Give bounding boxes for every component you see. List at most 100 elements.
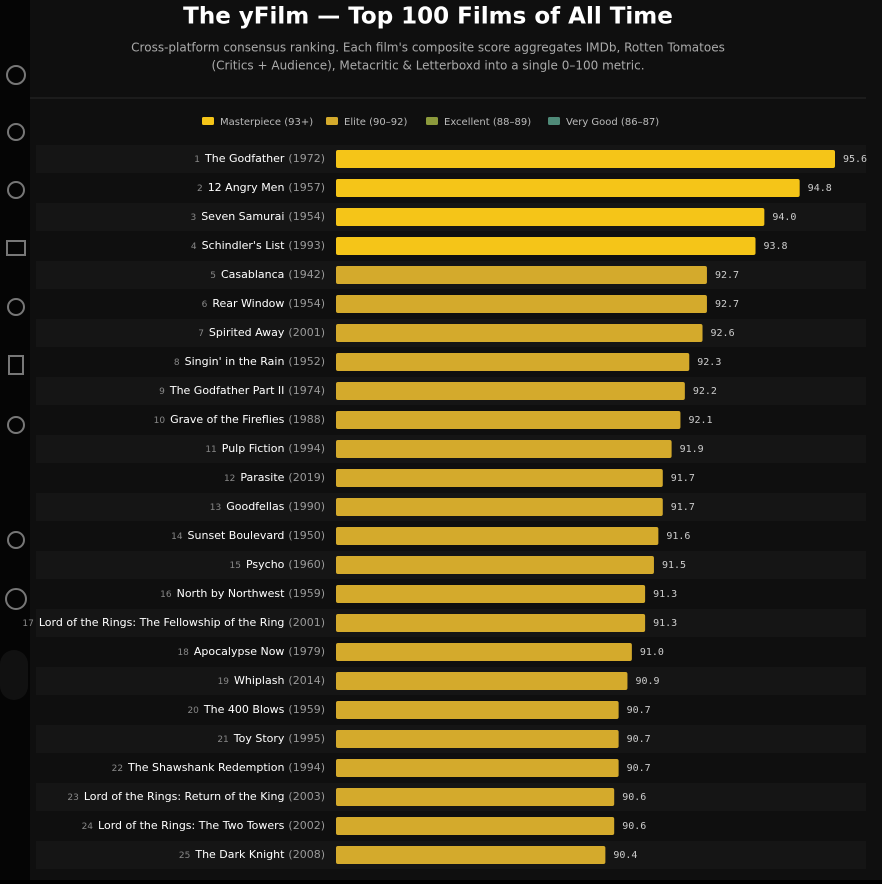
film-name: The Godfather Part II <box>169 384 285 397</box>
rank: 23 <box>67 793 78 803</box>
film-name: Singin' in the Rain <box>185 355 285 368</box>
rank: 16 <box>160 590 172 600</box>
legend-swatch <box>548 117 560 125</box>
year: (2014) <box>288 674 325 687</box>
rank: 19 <box>218 677 230 687</box>
year: (1974) <box>288 384 325 397</box>
row-label: 12 Parasite (2019) <box>224 471 325 484</box>
rank: 17 <box>22 619 33 629</box>
bar <box>336 585 646 603</box>
rank: 4 <box>191 242 197 252</box>
bar <box>336 788 615 806</box>
film-name: The 400 Blows <box>203 703 285 716</box>
legend-label: Elite (90–92) <box>344 117 407 128</box>
bar <box>336 440 672 458</box>
rank: 22 <box>112 764 123 774</box>
bar <box>336 527 659 545</box>
rank: 18 <box>177 648 189 658</box>
row-label: 15 Psycho (1960) <box>230 558 325 571</box>
value-label: 92.1 <box>688 415 712 426</box>
chart-title: The yFilm — Top 100 Films of All Time <box>183 4 673 30</box>
rank: 14 <box>171 532 183 542</box>
film-name: Spirited Away <box>209 326 285 339</box>
film-name: Rear Window <box>212 297 284 310</box>
film-name: Apocalypse Now <box>194 645 285 658</box>
rank: 7 <box>198 329 204 339</box>
value-label: 92.7 <box>715 299 739 310</box>
value-label: 91.7 <box>671 502 695 513</box>
value-label: 92.7 <box>715 270 739 281</box>
value-label: 90.7 <box>627 705 651 716</box>
film-name: Parasite <box>240 471 284 484</box>
film-name: 12 Angry Men <box>208 181 285 194</box>
row-label: 8 Singin' in the Rain (1952) <box>174 355 325 368</box>
legend-swatch <box>426 117 438 125</box>
rank: 6 <box>202 300 208 310</box>
bar <box>336 266 707 284</box>
film-name: Seven Samurai <box>201 210 284 223</box>
film-name: Pulp Fiction <box>222 442 285 455</box>
bar <box>336 614 646 632</box>
bar <box>336 208 765 226</box>
value-label: 94.0 <box>772 212 796 223</box>
row-label: 24 Lord of the Rings: The Two Towers (2002… <box>82 819 325 832</box>
row-label: 20 The 400 Blows (1959) <box>187 703 325 716</box>
row-label: 23 Lord of the Rings: Return of the King(… <box>67 790 325 803</box>
film-name: Lord of the Rings: The Fellowship of the… <box>39 616 285 629</box>
row-label: 17 Lord of the Rings: The Fellowship of t… <box>22 616 325 629</box>
bar <box>336 672 628 690</box>
value-label: 91.3 <box>653 589 677 600</box>
legend-label: Very Good (86–87) <box>566 117 659 128</box>
rank: 24 <box>82 822 94 832</box>
film-name: Whiplash <box>234 674 284 687</box>
film-name: Grave of the Fireflies <box>170 413 285 426</box>
value-label: 91.0 <box>640 647 664 658</box>
year: (1993) <box>288 239 325 252</box>
bar <box>336 295 707 313</box>
rank: 13 <box>210 503 221 513</box>
year: (1957) <box>288 181 325 194</box>
year: (1954) <box>288 297 325 310</box>
value-label: 93.8 <box>764 241 788 252</box>
bar <box>336 556 654 574</box>
rank: 21 <box>217 735 228 745</box>
rank: 9 <box>159 387 165 397</box>
value-label: 94.8 <box>808 183 832 194</box>
row-label: 7 Spirited Away (2001) <box>198 326 325 339</box>
rank: 5 <box>210 271 216 281</box>
sidebar-button[interactable] <box>0 650 28 700</box>
value-label: 90.4 <box>613 850 637 861</box>
bar <box>336 846 606 864</box>
value-label: 95.6 <box>843 154 867 165</box>
rank: 12 <box>224 474 235 484</box>
subtitle: Cross-platform consensus ranking. Each f… <box>131 41 725 55</box>
row-label: 18 Apocalypse Now (1979) <box>177 645 325 658</box>
value-label: 90.9 <box>635 676 659 687</box>
bar <box>336 353 690 371</box>
value-label: 90.6 <box>622 792 646 803</box>
subtitle: (Critics + Audience), Metacritic & Lette… <box>211 59 644 73</box>
value-label: 92.2 <box>693 386 717 397</box>
row-label: 6 Rear Window (1954) <box>202 297 325 310</box>
year: (1952) <box>288 355 325 368</box>
bar <box>336 643 632 661</box>
film-name: Goodfellas <box>226 500 284 513</box>
year: (2003) <box>288 790 325 803</box>
film-name: The Shawshank Redemption <box>127 761 284 774</box>
bar <box>336 150 835 168</box>
row-label: 25 The Dark Knight (2008) <box>179 848 325 861</box>
value-label: 91.5 <box>662 560 686 571</box>
film-name: Toy Story <box>233 732 285 745</box>
year: (1959) <box>288 703 325 716</box>
legend-label: Masterpiece (93+) <box>220 117 313 128</box>
row-label: 10 Grave of the Fireflies (1988) <box>154 413 325 426</box>
year: (1979) <box>288 645 325 658</box>
value-label: 90.7 <box>627 734 651 745</box>
sidebar-icons <box>5 65 27 610</box>
rank: 11 <box>205 445 216 455</box>
bar <box>336 469 663 487</box>
rank: 20 <box>187 706 199 716</box>
rank: 2 <box>197 184 203 194</box>
film-name: North by Northwest <box>177 587 286 600</box>
